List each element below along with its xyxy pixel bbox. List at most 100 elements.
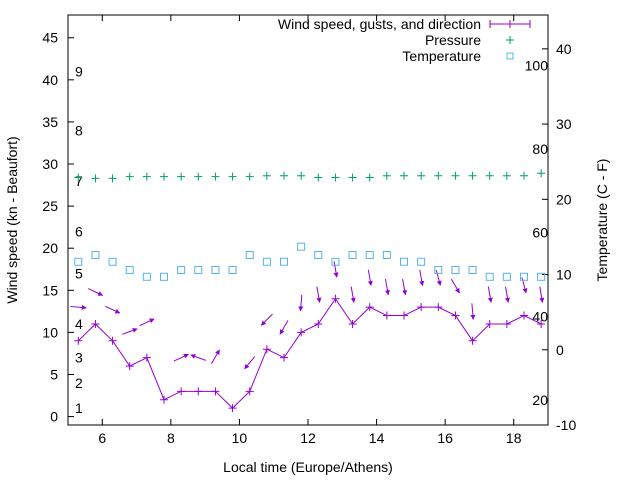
wind-speed-point: [160, 395, 168, 404]
y-tick-label: 35: [42, 114, 58, 130]
legend-label-temperature: Temperature: [402, 48, 481, 64]
wind-speed-point: [74, 336, 83, 345]
pressure-point: [280, 171, 288, 180]
wind-speed-point: [262, 345, 271, 354]
temperature-point: [485, 272, 494, 281]
y2-tick-label: 0: [556, 342, 564, 358]
temperature-point: [417, 257, 426, 266]
beaufort-label: 8: [75, 122, 83, 138]
temperature-point: [108, 257, 117, 266]
pressure-point: [108, 174, 117, 183]
legend-label-pressure: Pressure: [425, 32, 481, 48]
wind-speed-point: [400, 311, 408, 320]
temperature-point: [228, 266, 237, 275]
wind-speed-point: [91, 319, 100, 328]
wind-direction-arrow: [350, 286, 356, 303]
wind-speed-point: [417, 303, 426, 312]
legend-wind-marker: [506, 20, 514, 28]
fahrenheit-label: 80: [532, 141, 548, 157]
y2-tick-label: 20: [556, 191, 572, 207]
temperature-point: [245, 250, 254, 259]
y2-tick-label: 30: [556, 116, 572, 132]
y2-tick-label: 40: [556, 41, 572, 57]
wind-speed-line: [77, 297, 542, 409]
beaufort-label: 6: [75, 223, 83, 239]
temperature-point: [502, 272, 511, 281]
y-tick-label: 40: [42, 72, 58, 88]
wind-direction-arrow: [367, 269, 373, 287]
wind-direction-arrow: [105, 305, 121, 314]
x-tick-label: 18: [506, 430, 522, 446]
wind-direction-arrow: [244, 356, 256, 370]
wind-speed-point: [468, 336, 477, 345]
pressure-point: [125, 172, 134, 181]
temperature-point: [194, 266, 203, 275]
pressure-point: [451, 171, 460, 180]
pressure-point: [520, 171, 528, 180]
wind-direction-arrow: [316, 286, 322, 303]
wind-speed-point: [485, 319, 494, 328]
wind-speed-point: [108, 336, 117, 345]
y-tick-label: 0: [50, 409, 58, 425]
y-tick-label: 20: [42, 240, 58, 256]
pressure-point: [382, 171, 391, 180]
pressure-point: [348, 173, 357, 182]
wind-speed-point: [228, 404, 237, 413]
wind-direction-arrow: [435, 269, 442, 286]
x-axis-label: Local time (Europe/Athens): [223, 459, 393, 475]
beaufort-label: 4: [75, 316, 83, 332]
pressure-point: [314, 173, 323, 182]
x-tick-label: 10: [232, 430, 248, 446]
temperature-point: [520, 272, 528, 281]
temperature-point: [434, 266, 443, 275]
wind-speed-point: [434, 303, 443, 312]
pressure-point: [160, 172, 168, 181]
wind-speed-point: [211, 387, 220, 396]
wind-direction-arrow: [487, 286, 493, 303]
pressure-point: [245, 172, 254, 181]
temperature-point: [365, 250, 374, 259]
y-tick-label: 5: [50, 366, 58, 382]
temperature-point: [468, 266, 477, 275]
wind-direction-arrow: [298, 294, 304, 312]
wind-speed-point: [314, 319, 323, 328]
legend-label-wind: Wind speed, gusts, and direction: [278, 16, 481, 32]
legend: Wind speed, gusts, and direction Pressur…: [278, 16, 531, 64]
wind-speed-point: [520, 311, 528, 320]
temperature-point: [125, 266, 134, 275]
temperature-point: [177, 266, 186, 275]
temperature-point: [314, 250, 323, 259]
pressure-point: [211, 172, 220, 181]
plot-frame: [67, 14, 549, 426]
wind-speed-point: [177, 387, 186, 396]
wind-speed-point: [348, 319, 357, 328]
fahrenheit-label: 40: [532, 309, 548, 325]
legend-temperature-marker: [506, 52, 514, 60]
wind-direction-arrow: [87, 288, 104, 296]
temperature-point: [211, 266, 220, 275]
wind-speed-point: [245, 387, 254, 396]
beaufort-label: 5: [75, 265, 83, 281]
wind-speed-point: [142, 353, 151, 362]
pressure-point: [365, 173, 374, 182]
y-tick-label: 45: [42, 30, 58, 46]
fahrenheit-label: 100: [525, 57, 549, 73]
wind-direction-arrow: [190, 354, 206, 361]
temperature-point: [451, 266, 460, 275]
temperature-point: [280, 257, 288, 266]
pressure-point: [417, 171, 426, 180]
fahrenheit-label: 60: [532, 224, 548, 240]
pressure-point: [537, 169, 546, 178]
wind-direction-arrow: [122, 328, 138, 335]
pressure-point: [331, 173, 340, 182]
pressure-point: [228, 172, 237, 181]
wind-direction-arrow: [279, 320, 289, 335]
beaufort-label: 3: [75, 350, 83, 366]
pressure-point: [74, 173, 83, 182]
temperature-point: [262, 257, 271, 266]
wind-speed-point: [125, 362, 134, 371]
x-tick-label: 16: [437, 430, 453, 446]
temperature-point: [297, 242, 306, 251]
wind-direction-arrow: [419, 269, 425, 287]
temperature-point: [382, 250, 391, 259]
